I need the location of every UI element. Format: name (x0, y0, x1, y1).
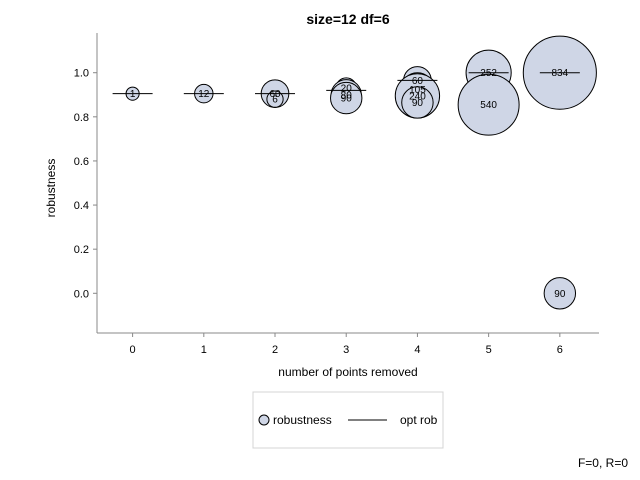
robustness-point-label: 90 (412, 98, 424, 109)
legend: robustness opt rob (252, 391, 444, 449)
x-tick-label: 2 (272, 344, 278, 356)
y-axis-label: robustness (44, 159, 58, 218)
robustness-point-label: 20 (341, 84, 353, 95)
x-tick-label: 5 (486, 344, 492, 356)
x-tick-label: 3 (343, 344, 349, 356)
y-tick-label: 0.8 (74, 112, 89, 124)
robustness-point-label: 12 (198, 89, 210, 100)
robustness-point-label: 240 (409, 91, 426, 102)
y-tick-label: 0.0 (74, 288, 89, 300)
robustness-point-label: 252 (480, 68, 497, 79)
robustness-point (457, 73, 520, 136)
footnote: F=0, R=0 (578, 456, 628, 470)
y-tick-label: 0.2 (74, 244, 89, 256)
chart-title: size=12 df=6 (306, 11, 389, 27)
legend-robustness-marker (258, 414, 270, 426)
robustness-point-label: 60 (412, 76, 424, 87)
robustness-point-label: 80 (341, 90, 353, 101)
robustness-point-label: 6 (272, 95, 278, 106)
robustness-point-label: 1 (130, 89, 136, 100)
x-tick-label: 0 (130, 344, 136, 356)
robustness-point (266, 90, 284, 108)
robustness-point-label: 834 (551, 68, 568, 79)
y-tick-label: 1.0 (74, 68, 89, 80)
x-tick-label: 6 (557, 344, 563, 356)
x-axis-label: number of points removed (278, 365, 417, 379)
robustness-point (401, 86, 434, 119)
axes: 0 1 2 3 4 5 60.00.20.40.60.81.0 (74, 33, 599, 356)
robustness-point-label: 60 (269, 89, 281, 100)
legend-robustness-label: robustness (273, 413, 332, 427)
robustness-point-label: 540 (480, 100, 497, 111)
x-tick-label: 1 (201, 344, 207, 356)
robustness-point-label: 105 (409, 85, 426, 96)
robustness-point-label: 90 (341, 94, 353, 105)
y-tick-label: 0.4 (74, 200, 89, 212)
robustness-point (543, 277, 577, 310)
y-tick-label: 0.6 (74, 156, 89, 168)
legend-opt-rob-label: opt rob (400, 413, 438, 427)
x-tick-label: 4 (414, 344, 420, 356)
robustness-point-label: 90 (554, 289, 566, 300)
